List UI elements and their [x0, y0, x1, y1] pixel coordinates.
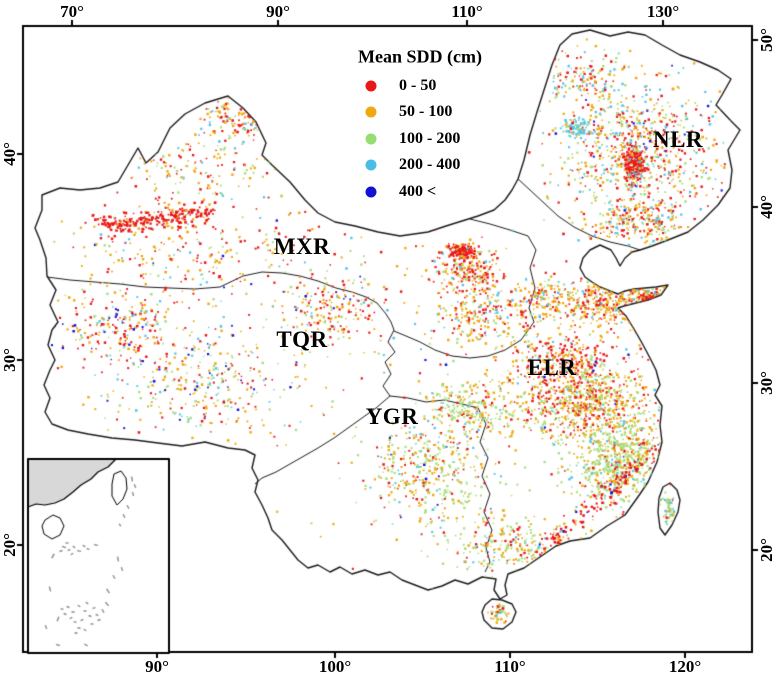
region-label-nlr: NLR	[652, 127, 704, 152]
legend-label-200-400: 200 - 400	[399, 156, 461, 173]
tick-label-left-20: 20°	[0, 533, 19, 557]
legend-label-0-50: 0 - 50	[399, 77, 437, 94]
region-label-tqr: TQR	[276, 327, 328, 352]
tick-label-top-130: 130°	[646, 2, 680, 21]
tick-label-right-50: 50°	[757, 28, 776, 52]
legend-dot-50-100-icon	[365, 106, 377, 118]
tick-label-top-110: 110°	[451, 2, 483, 21]
legend-dot-100-200-icon	[365, 133, 377, 145]
legend-label-100-200: 100 - 200	[399, 130, 461, 147]
tick-label-right-20: 20°	[757, 538, 776, 562]
region-label-elr: ELR	[527, 355, 577, 380]
tick-label-top-90: 90°	[266, 2, 290, 21]
legend-dot-0-50-icon	[365, 80, 377, 92]
legend-dot-200-400-icon	[365, 159, 377, 171]
tick-label-bottom-120: 120°	[668, 657, 702, 676]
region-label-mxr: MXR	[273, 234, 331, 259]
tick-label-bottom-110: 110°	[494, 657, 526, 676]
region-label-ygr: YGR	[365, 404, 419, 429]
legend-label-50-100: 50 - 100	[399, 103, 453, 120]
legend-dot-400plus-icon	[365, 186, 377, 198]
tick-label-left-30: 30°	[0, 348, 19, 372]
tick-label-right-40: 40°	[757, 195, 776, 219]
legend-title: Mean SDD (cm)	[358, 46, 482, 67]
tick-label-top-70: 70°	[60, 2, 84, 21]
tick-label-left-40: 40°	[0, 142, 19, 166]
tick-label-bottom-90: 90°	[145, 657, 169, 676]
legend-label-400plus: 400 <	[399, 183, 437, 200]
tick-label-right-30: 30°	[757, 371, 776, 395]
tick-label-bottom-100: 100°	[318, 657, 352, 676]
